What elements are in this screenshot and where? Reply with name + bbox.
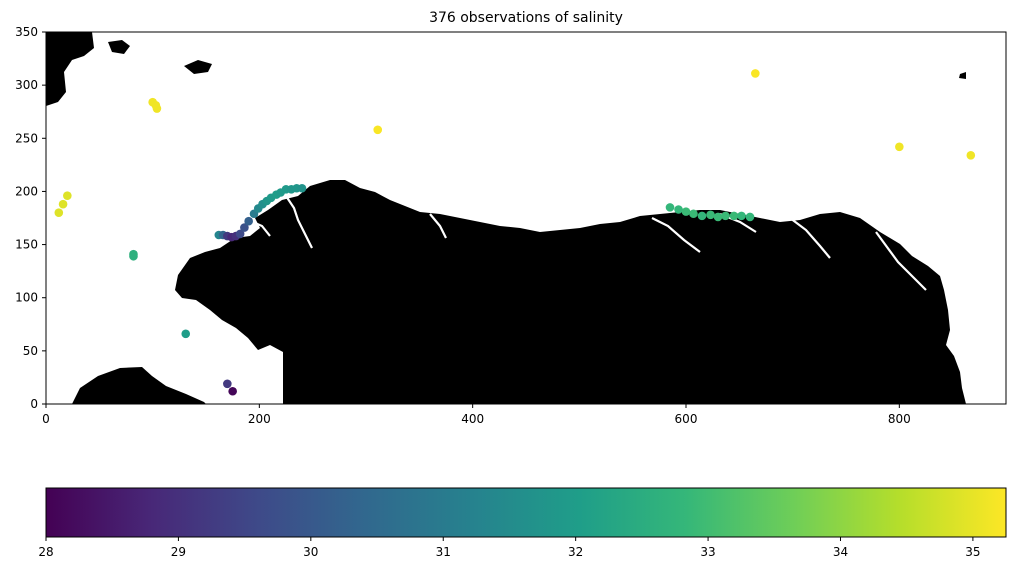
- data-point-31: [665, 203, 675, 212]
- colorbar: 28 29 30 31 32 33 34 35: [38, 487, 1007, 559]
- scatter-points: [54, 69, 976, 396]
- colorbar-tick-label-32: 32: [568, 545, 583, 559]
- x-tick-label-200: 200: [248, 412, 271, 426]
- y-tick-label-100: 100: [15, 291, 38, 305]
- land-small-island: [184, 60, 212, 74]
- data-point-38: [721, 211, 730, 221]
- rivers: [247, 195, 927, 291]
- river-1: [285, 195, 313, 249]
- colorbar-ticks: 28 29 30 31 32 33 34 35: [38, 537, 981, 559]
- plot-area: [45, 31, 1007, 405]
- colorbar-tick-label-30: 30: [303, 545, 318, 559]
- land-bay-islet: [959, 72, 966, 79]
- land-northwest: [46, 32, 94, 106]
- colorbar-tick-label-35: 35: [965, 545, 980, 559]
- colorbar-tick-label-28: 28: [38, 545, 53, 559]
- y-tick-label-200: 200: [15, 184, 38, 198]
- data-point-4: [129, 251, 138, 261]
- colorbar-tick-label-33: 33: [700, 545, 715, 559]
- river-6: [875, 231, 927, 291]
- land-southwest: [72, 367, 206, 404]
- data-point-8: [181, 329, 191, 339]
- y-tick-label-0: 0: [30, 397, 38, 411]
- data-point-44: [966, 150, 976, 160]
- data-point-32: [674, 205, 683, 214]
- y-axis: 0 50 100 150 200 250 300 350: [15, 25, 46, 411]
- y-tick-label-50: 50: [23, 344, 38, 358]
- data-point-7: [152, 104, 162, 113]
- x-tick-label-800: 800: [888, 412, 911, 426]
- data-point-9: [223, 379, 232, 389]
- x-tick-label-0: 0: [42, 412, 50, 426]
- river-5: [789, 217, 831, 259]
- data-point-18: [244, 216, 253, 226]
- data-point-29: [297, 183, 307, 193]
- land-mask: [46, 32, 966, 404]
- data-point-2: [63, 191, 72, 200]
- data-point-37: [713, 212, 723, 222]
- data-point-30: [373, 125, 383, 135]
- data-point-40: [737, 211, 746, 221]
- x-tick-label-600: 600: [675, 412, 698, 426]
- data-point-36: [706, 210, 715, 220]
- y-tick-label-150: 150: [15, 238, 38, 252]
- colorbar-gradient: [45, 487, 1007, 538]
- x-tick-label-400: 400: [461, 412, 484, 426]
- plot-frame: [45, 31, 1007, 405]
- data-point-0: [54, 208, 64, 217]
- data-point-10: [228, 386, 237, 396]
- y-tick-label-300: 300: [15, 78, 38, 92]
- data-point-39: [729, 211, 739, 221]
- data-point-34: [689, 209, 698, 219]
- colorbar-tick-label-31: 31: [436, 545, 451, 559]
- y-tick-label-250: 250: [15, 131, 38, 145]
- data-point-1: [58, 199, 68, 209]
- land-north-island: [108, 40, 130, 54]
- data-point-33: [681, 207, 691, 216]
- data-point-17: [240, 223, 249, 232]
- colorbar-tick-label-34: 34: [833, 545, 848, 559]
- river-3: [651, 217, 701, 253]
- data-point-16: [235, 229, 245, 239]
- land-main-coast: [175, 180, 966, 404]
- data-point-43: [895, 142, 904, 152]
- data-point-41: [745, 212, 755, 222]
- river-7: [429, 213, 447, 239]
- colorbar-tick-label-29: 29: [171, 545, 186, 559]
- data-point-42: [751, 69, 760, 78]
- chart-title: 376 observations of salinity: [429, 10, 623, 26]
- data-point-35: [697, 211, 707, 221]
- x-axis: 0 200 400 600 800: [42, 404, 911, 426]
- y-tick-label-350: 350: [15, 25, 38, 39]
